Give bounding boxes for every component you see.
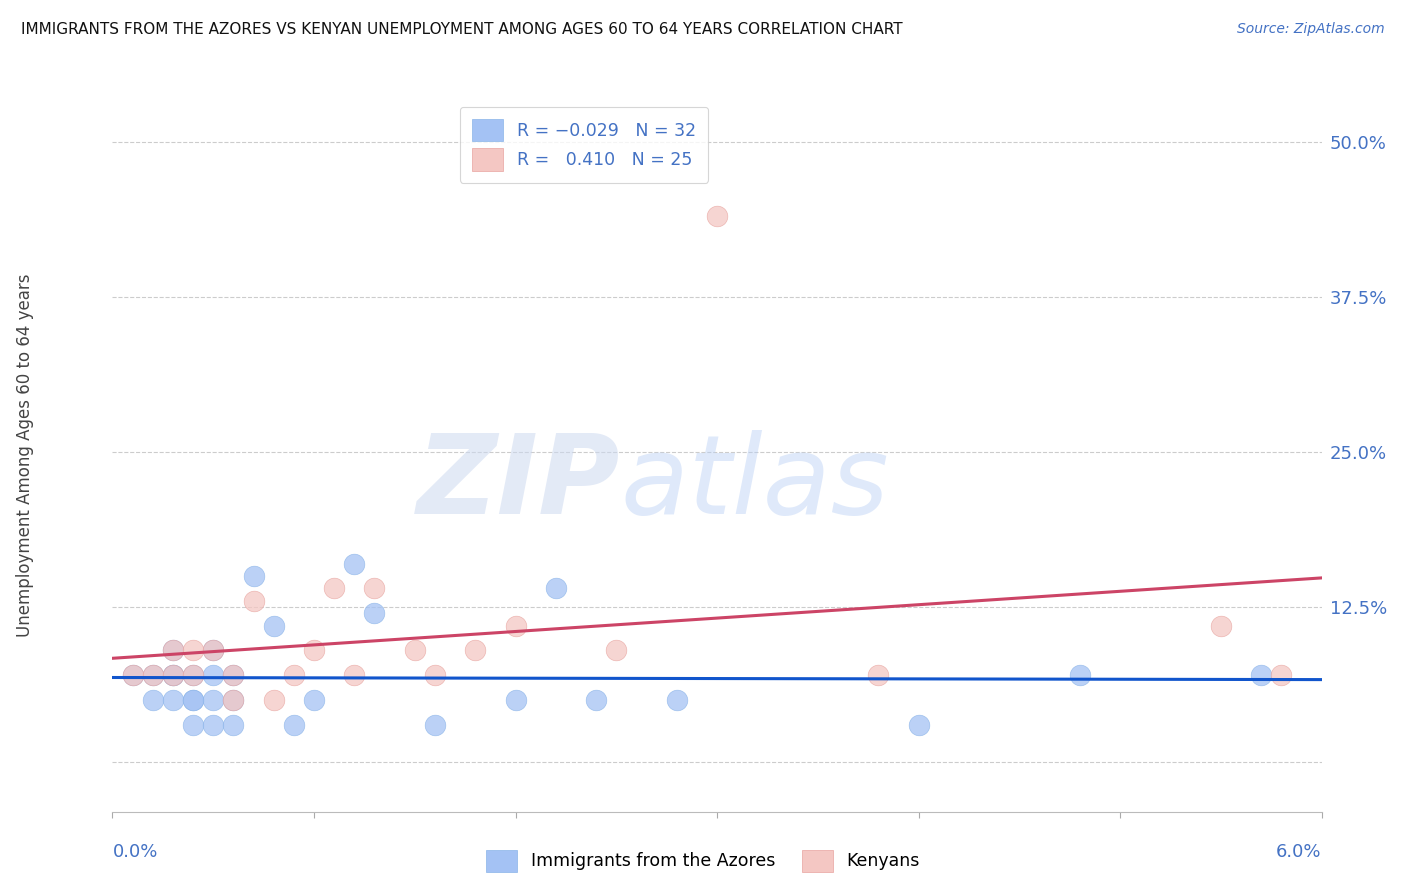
Point [222,668,245,682]
Point [222,693,245,707]
Point [181,693,204,707]
Point [181,693,204,707]
Text: Source: ZipAtlas.com: Source: ZipAtlas.com [1237,22,1385,37]
Point [907,718,929,732]
Point [162,693,184,707]
Point [202,668,225,682]
Point [222,668,245,682]
Point [181,643,204,657]
Point [222,718,245,732]
Point [706,209,728,223]
Point [162,668,184,682]
Point [283,718,305,732]
Point [202,718,225,732]
Point [162,643,184,657]
Point [464,643,486,657]
Point [263,693,285,707]
Point [363,582,385,596]
Text: ZIP: ZIP [416,430,620,537]
Point [142,693,165,707]
Point [302,643,325,657]
Point [868,668,890,682]
Text: atlas: atlas [620,430,889,537]
Text: IMMIGRANTS FROM THE AZORES VS KENYAN UNEMPLOYMENT AMONG AGES 60 TO 64 YEARS CORR: IMMIGRANTS FROM THE AZORES VS KENYAN UNE… [21,22,903,37]
Legend: R = −0.029   N = 32, R =   0.410   N = 25: R = −0.029 N = 32, R = 0.410 N = 25 [460,107,709,183]
Point [162,668,184,682]
Point [202,693,225,707]
Point [505,693,527,707]
Point [363,606,385,620]
Point [343,557,366,571]
Point [283,668,305,682]
Text: Unemployment Among Ages 60 to 64 years: Unemployment Among Ages 60 to 64 years [17,273,34,637]
Point [121,668,143,682]
Point [1069,668,1091,682]
Point [242,593,264,607]
Point [605,643,627,657]
Point [181,668,204,682]
Point [423,668,446,682]
Text: 0.0%: 0.0% [112,843,157,861]
Point [263,618,285,632]
Point [202,643,225,657]
Point [181,668,204,682]
Point [323,582,346,596]
Point [222,693,245,707]
Point [544,582,567,596]
Point [665,693,688,707]
Legend: Immigrants from the Azores, Kenyans: Immigrants from the Azores, Kenyans [479,843,927,879]
Point [142,668,165,682]
Point [121,668,143,682]
Point [404,643,426,657]
Point [585,693,607,707]
Point [181,718,204,732]
Point [162,643,184,657]
Point [1270,668,1292,682]
Point [162,668,184,682]
Point [302,693,325,707]
Text: 6.0%: 6.0% [1277,843,1322,861]
Point [505,618,527,632]
Point [1250,668,1272,682]
Point [1209,618,1232,632]
Point [242,569,264,583]
Point [343,668,366,682]
Point [423,718,446,732]
Point [142,668,165,682]
Point [202,643,225,657]
